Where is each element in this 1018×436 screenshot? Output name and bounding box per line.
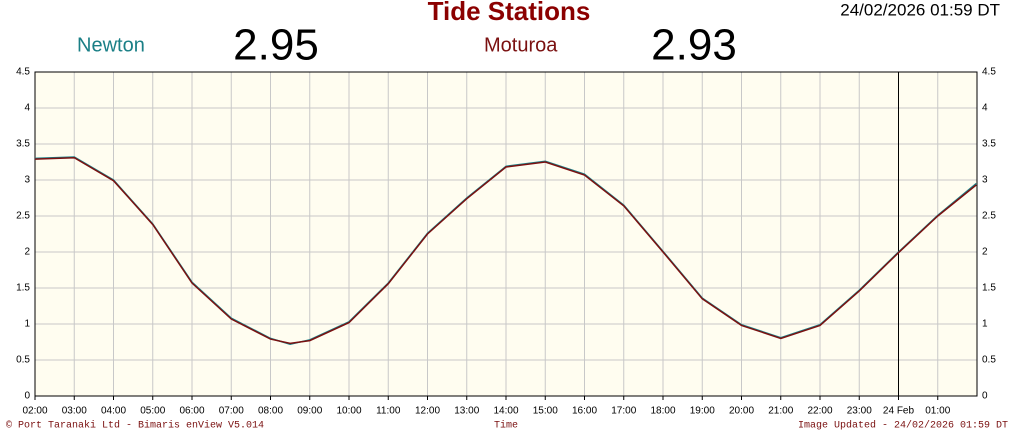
y-tick-label: 0.5 (982, 355, 996, 366)
legend-label: Moturoa (484, 34, 558, 56)
timestamp: 24/02/2026 01:59 DT (840, 0, 1000, 19)
y-tick-label: 0.5 (16, 355, 30, 366)
y-tick-label: 2.5 (982, 211, 996, 222)
x-tick-label: 20:00 (729, 406, 754, 417)
x-tick-label: 10:00 (336, 406, 361, 417)
x-tick-label: 01:00 (925, 406, 950, 417)
x-tick-label: 12:00 (415, 406, 440, 417)
y-tick-label: 4 (24, 103, 30, 114)
copyright: © Port Taranaki Ltd - Bimaris enView V5.… (6, 420, 264, 432)
y-tick-label: 1.5 (16, 283, 30, 294)
current-value: 2.95 (233, 21, 319, 70)
y-tick-label: 3.5 (982, 139, 996, 150)
x-tick-label: 18:00 (650, 406, 675, 417)
x-tick-label: 24 Feb (883, 406, 915, 417)
x-tick-label: 17:00 (611, 406, 636, 417)
current-value: 2.93 (651, 21, 737, 70)
y-tick-label: 1.5 (982, 283, 996, 294)
legend-label: Newton (77, 34, 145, 56)
x-axis-label: Time (494, 420, 518, 432)
x-tick-label: 09:00 (297, 406, 322, 417)
y-tick-label: 2 (982, 247, 988, 258)
x-tick-label: 19:00 (690, 406, 715, 417)
y-tick-label: 4 (982, 103, 988, 114)
x-tick-label: 11:00 (376, 406, 401, 417)
plot-frame (34, 71, 978, 397)
y-tick-label: 4.5 (16, 67, 30, 78)
y-tick-label: 4.5 (982, 67, 996, 78)
series-line (34, 156, 977, 345)
y-tick-label: 3 (982, 175, 988, 186)
x-tick-label: 02:00 (22, 406, 47, 417)
x-tick-label: 21:00 (768, 406, 793, 417)
x-tick-label: 22:00 (807, 406, 832, 417)
chart-title: Tide Stations (428, 0, 591, 26)
y-tick-label: 1 (24, 319, 30, 330)
x-tick-label: 07:00 (219, 406, 244, 417)
x-tick-label: 06:00 (179, 406, 204, 417)
x-tick-label: 14:00 (493, 406, 518, 417)
y-tick-label: 3 (24, 175, 30, 186)
updated: Image Updated - 24/02/2026 01:59 DT (798, 420, 1008, 432)
y-tick-label: 0 (982, 391, 988, 402)
y-tick-label: 0 (24, 391, 30, 402)
x-tick-label: 08:00 (258, 406, 283, 417)
x-tick-label: 03:00 (62, 406, 87, 417)
x-tick-label: 16:00 (572, 406, 597, 417)
y-tick-label: 2.5 (16, 211, 30, 222)
x-tick-label: 05:00 (140, 406, 165, 417)
x-tick-label: 13:00 (454, 406, 479, 417)
y-tick-label: 3.5 (16, 139, 30, 150)
y-tick-label: 2 (24, 247, 30, 258)
x-tick-label: 15:00 (533, 406, 558, 417)
x-tick-label: 23:00 (847, 406, 872, 417)
y-tick-label: 1 (982, 319, 988, 330)
x-tick-label: 04:00 (101, 406, 126, 417)
